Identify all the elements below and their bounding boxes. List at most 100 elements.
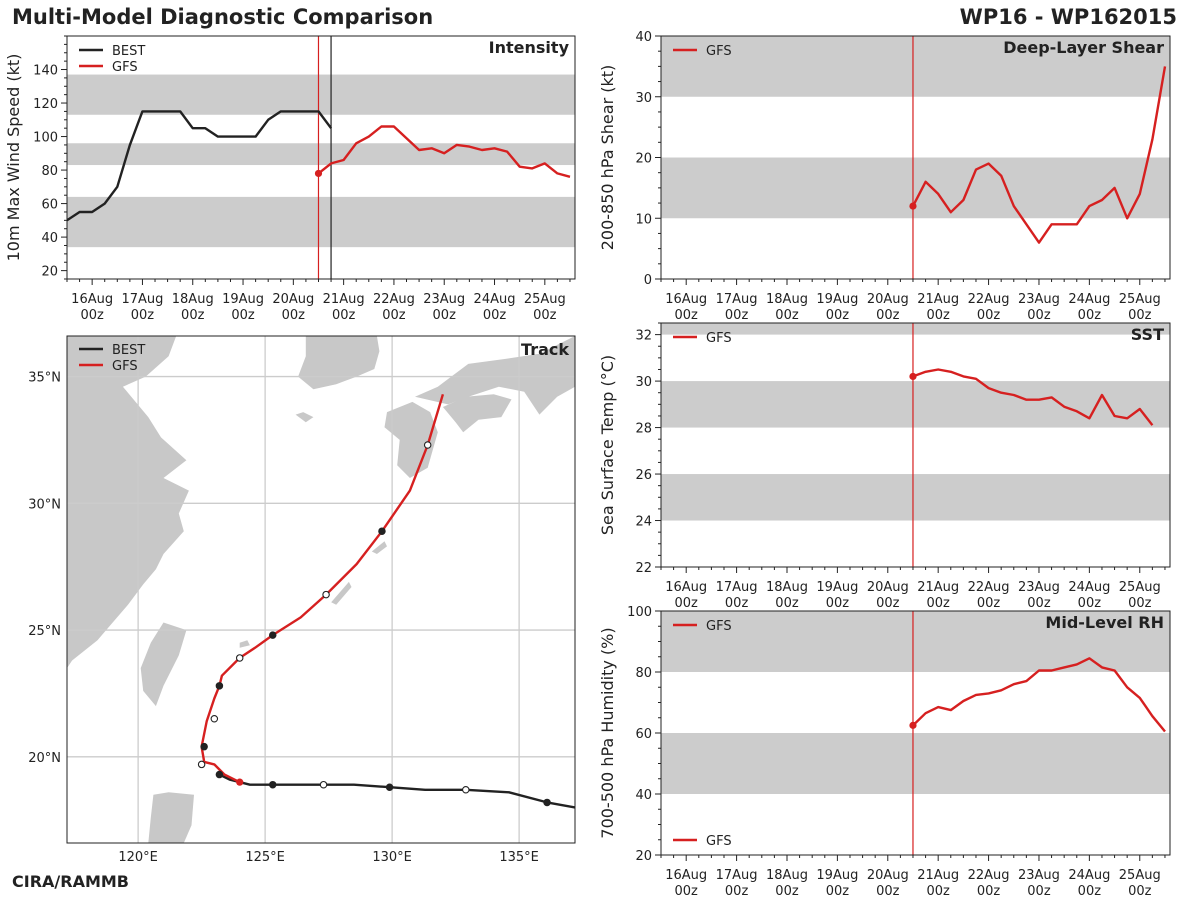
- rh-xtick-date: 21Aug: [917, 868, 959, 883]
- rh-xtick-date: 19Aug: [816, 868, 858, 883]
- shear-xtick-hour: 00z: [775, 308, 799, 323]
- rh-xtick-hour: 00z: [876, 884, 900, 899]
- intensity-frame: [66, 35, 576, 280]
- best-track-marker: [268, 780, 277, 789]
- korea-land: [270, 336, 380, 390]
- rh-xtick-hour: 00z: [1078, 884, 1102, 899]
- sst-series-gfs: [912, 368, 1154, 426]
- gfs-track-marker: [200, 742, 208, 751]
- rh-xtick-date: 16Aug: [665, 868, 707, 883]
- intensity-series-best: [67, 110, 333, 222]
- intensity-legend-label: BEST: [112, 44, 145, 59]
- sst-xtick-date: 24Aug: [1068, 580, 1110, 595]
- shear-xtick-date: 17Aug: [716, 292, 758, 307]
- intensity-ytick-label: 60: [41, 198, 58, 213]
- intensity-title: Intensity: [489, 38, 570, 57]
- intensity-band-1: [67, 143, 575, 166]
- rh-legend-label-bottom: GFS: [706, 834, 732, 849]
- rh-ytick-label: 80: [635, 666, 652, 681]
- sst-ytick-label: 28: [635, 422, 652, 437]
- shear-ytick-label: 10: [635, 212, 652, 227]
- shear-xtick-date: 18Aug: [766, 292, 808, 307]
- sst-band-0: [661, 474, 1170, 521]
- shear-plot-area: [661, 36, 1170, 279]
- sst-xtick-date: 19Aug: [816, 580, 858, 595]
- rh-ytick-label: 60: [635, 727, 652, 742]
- intensity-xtick-date: 18Aug: [172, 292, 214, 307]
- intensity-plot-area: [67, 36, 575, 279]
- gfs-track-marker: [378, 527, 386, 535]
- rh-band-1: [661, 611, 1170, 672]
- intensity-panel: 2040608010012014016Aug00z17Aug00z18Aug00…: [4, 35, 576, 323]
- shear-ylabel: 200-850 hPa Shear (kt): [598, 65, 617, 251]
- rh-xtick-date: 22Aug: [968, 868, 1010, 883]
- sst-xtick-hour: 00z: [826, 596, 850, 611]
- intensity-xtick-hour: 00z: [332, 308, 356, 323]
- intensity-ytick-label: 80: [41, 164, 58, 179]
- intensity-xtick-hour: 00z: [282, 308, 306, 323]
- sst-frame: [660, 322, 1171, 568]
- sst-xtick-hour: 00z: [876, 596, 900, 611]
- sst-gfs-start-point: [909, 372, 917, 381]
- rh-xtick-date: 18Aug: [766, 868, 808, 883]
- shear-xtick-date: 20Aug: [867, 292, 909, 307]
- shear-band-0: [661, 157, 1170, 219]
- shear-xtick-hour: 00z: [977, 308, 1001, 323]
- gfs-track-marker-open: [423, 441, 432, 449]
- rh-xtick-date: 23Aug: [1018, 868, 1060, 883]
- sst-xtick-hour: 00z: [1128, 596, 1152, 611]
- sst-xtick-hour: 00z: [926, 596, 950, 611]
- intensity-xtick-hour: 00z: [533, 308, 557, 323]
- track-lat-label: 35°N: [28, 371, 61, 386]
- sst-xtick-hour: 00z: [675, 596, 699, 611]
- rh-xtick-hour: 00z: [775, 884, 799, 899]
- credit-label: CIRA/RAMMB: [12, 872, 129, 891]
- shear-title: Deep-Layer Shear: [1003, 38, 1164, 57]
- rh-ylabel: 700-500 hPa Humidity (%): [598, 627, 617, 838]
- intensity-xtick-date: 21Aug: [323, 292, 365, 307]
- sst-ytick-label: 22: [635, 561, 652, 576]
- track-frame: [66, 335, 576, 844]
- intensity-xtick-date: 23Aug: [423, 292, 465, 307]
- shear-xtick-date: 25Aug: [1119, 292, 1161, 307]
- shear-ytick-label: 30: [635, 91, 652, 106]
- rh-panel: 2040608010016Aug00z17Aug00z18Aug00z19Aug…: [598, 605, 1171, 899]
- sst-ytick-label: 26: [635, 468, 652, 483]
- shear-ytick-label: 20: [635, 152, 652, 167]
- intensity-xtick-hour: 00z: [382, 308, 406, 323]
- shear-gfs-start-point: [909, 202, 917, 210]
- intensity-ytick-label: 20: [41, 265, 58, 280]
- rh-plot-area: [661, 611, 1170, 855]
- intensity-band-0: [67, 196, 575, 248]
- rh-ytick-label: 40: [635, 788, 652, 803]
- rh-series-gfs: [912, 657, 1166, 733]
- intensity-xtick-date: 25Aug: [524, 292, 566, 307]
- sst-ytick-label: 30: [635, 375, 652, 390]
- page-title: Multi-Model Diagnostic Comparison: [12, 5, 434, 29]
- intensity-ytick-label: 120: [33, 97, 58, 112]
- shear-xtick-date: 16Aug: [665, 292, 707, 307]
- sst-xtick-date: 17Aug: [716, 580, 758, 595]
- track-map-area: [67, 336, 575, 843]
- intensity-xtick-hour: 00z: [131, 308, 155, 323]
- sst-ytick-label: 32: [635, 329, 652, 344]
- intensity-gfs-start-point: [314, 169, 323, 178]
- track-line-best: [218, 773, 575, 809]
- sst-xtick-date: 22Aug: [968, 580, 1010, 595]
- best-track-marker-open: [319, 780, 328, 789]
- rh-xtick-hour: 00z: [977, 884, 1001, 899]
- intensity-xtick-date: 20Aug: [272, 292, 314, 307]
- intensity-ylabel: 10m Max Wind Speed (kt): [4, 54, 23, 262]
- intensity-xtick-date: 24Aug: [474, 292, 516, 307]
- shear-xtick-date: 19Aug: [816, 292, 858, 307]
- rh-legend-label: GFS: [706, 619, 732, 634]
- shear-xtick-date: 22Aug: [968, 292, 1010, 307]
- intensity-ytick-label: 100: [33, 131, 58, 146]
- track-lat-label: 25°N: [28, 624, 61, 639]
- intensity-ytick-label: 40: [41, 231, 58, 246]
- mainland-china-land: [67, 336, 189, 669]
- rh-band-0: [661, 733, 1170, 794]
- sst-xtick-hour: 00z: [1078, 596, 1102, 611]
- rh-xtick-hour: 00z: [675, 884, 699, 899]
- rh-ytick-label: 100: [627, 605, 652, 620]
